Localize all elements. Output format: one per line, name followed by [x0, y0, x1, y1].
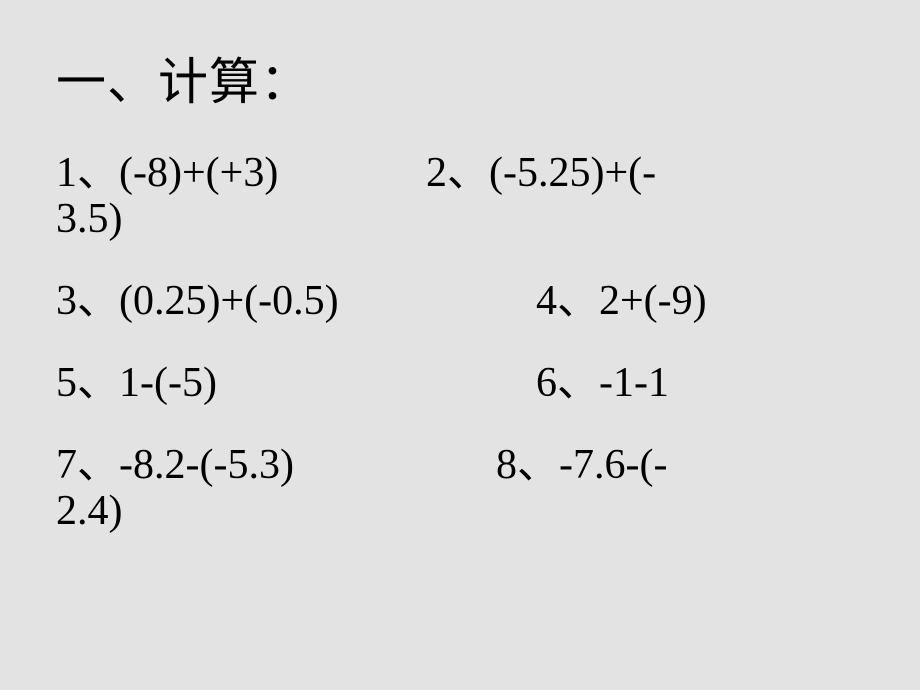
problem-5: 5、1-(-5) [56, 362, 536, 404]
problem-8-line1: 8、-7.6-(- [496, 444, 667, 486]
problem-4: 4、2+(-9) [536, 280, 707, 322]
problem-row-4: 5、1-(-5) 6、-1-1 [56, 362, 864, 404]
problem-1: 1、(-8)+(+3) [56, 152, 426, 194]
problem-8-wrap: 2.4) [56, 490, 864, 532]
problem-7: 7、-8.2-(-5.3) [56, 444, 496, 486]
problem-3: 3、(0.25)+(-0.5) [56, 280, 536, 322]
section-title: 一、计算： [56, 42, 864, 114]
problem-2-line1: 2、(-5.25)+(- [426, 152, 656, 194]
problem-row-3: 3、(0.25)+(-0.5) 4、2+(-9) [56, 280, 864, 322]
problem-6: 6、-1-1 [536, 362, 669, 404]
problem-2-wrap: 3.5) [56, 198, 864, 240]
problem-row-1: 1、(-8)+(+3) 2、(-5.25)+(- [56, 152, 864, 194]
problems-block: 1、(-8)+(+3) 2、(-5.25)+(- 3.5) 3、(0.25)+(… [56, 152, 864, 532]
slide-container: 一、计算： 1、(-8)+(+3) 2、(-5.25)+(- 3.5) 3、(0… [0, 0, 920, 690]
problem-row-5: 7、-8.2-(-5.3) 8、-7.6-(- [56, 444, 864, 486]
problem-2-line2: 3.5) [56, 198, 123, 240]
problem-8-line2: 2.4) [56, 490, 123, 532]
